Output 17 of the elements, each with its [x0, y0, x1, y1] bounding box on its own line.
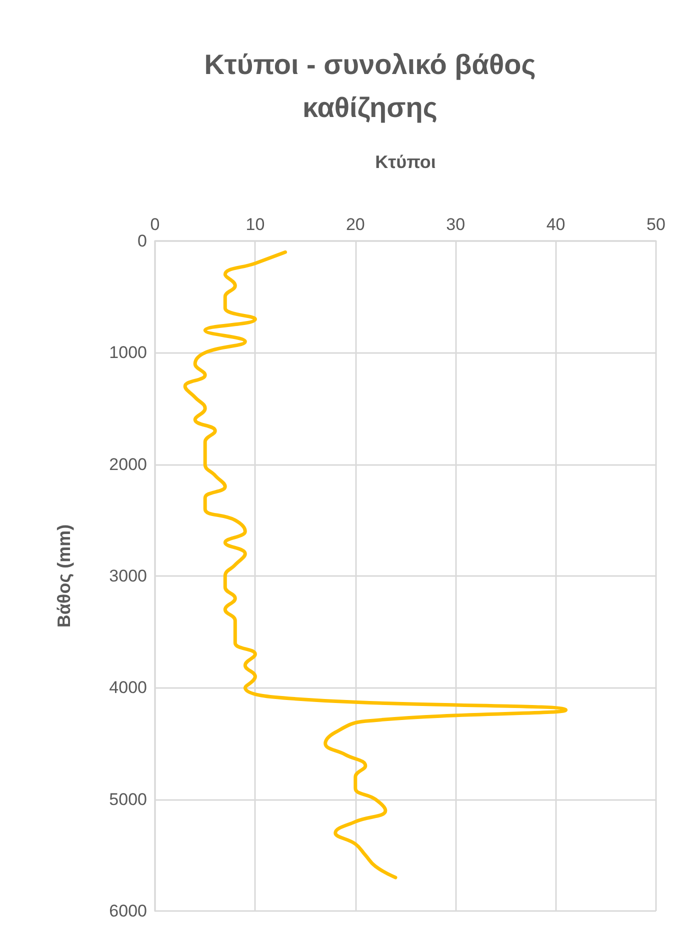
x-tick-label: 30 — [446, 215, 466, 234]
x-tick-label: 10 — [246, 215, 265, 234]
line-series — [183, 250, 568, 880]
y-tick-label: 0 — [138, 232, 147, 250]
x-tick-label: 40 — [546, 215, 566, 234]
x-axis-title: Κτύποι — [375, 152, 436, 172]
y-tick-label: 6000 — [109, 902, 147, 920]
x-tick-label: 20 — [346, 215, 365, 234]
y-tick-label: 3000 — [109, 566, 147, 586]
y-tick-label: 1000 — [109, 343, 147, 362]
y-tick-label: 5000 — [109, 790, 147, 809]
y-tick-label: 2000 — [109, 454, 147, 474]
y-axis-title: Βάθος (mm) — [54, 524, 74, 628]
x-tick-label: 0 — [150, 215, 160, 234]
y-tick-label: 4000 — [109, 678, 147, 698]
x-tick-label: 50 — [646, 215, 666, 234]
chart-title: Κτύποι - συνολικό βάθος καθίζησης — [204, 49, 536, 123]
